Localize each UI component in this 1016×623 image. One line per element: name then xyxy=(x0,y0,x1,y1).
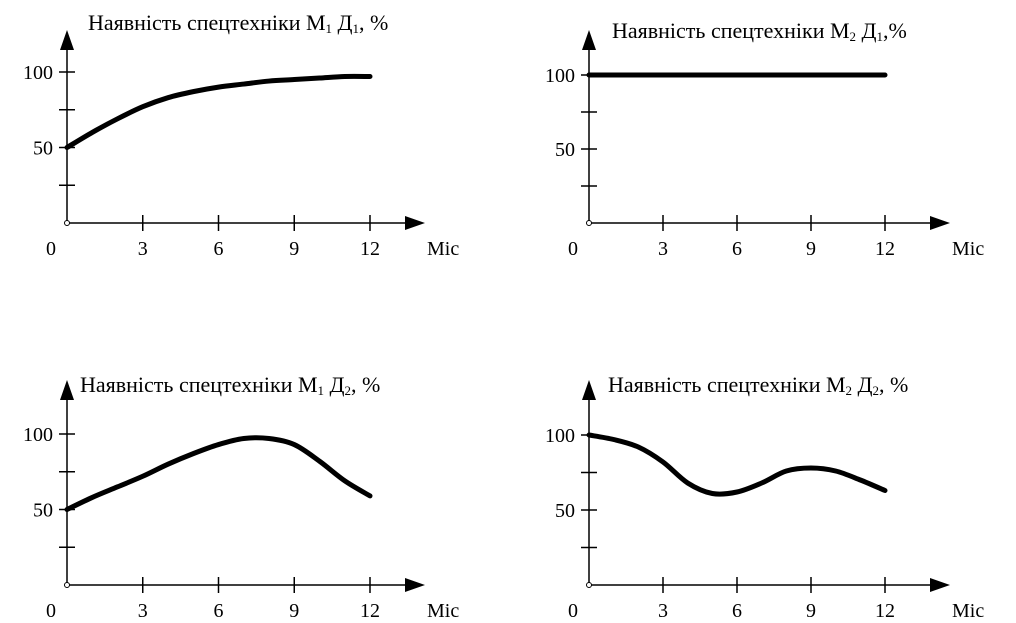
x-tick-label: 3 xyxy=(138,238,148,260)
y-tick-label: 100 xyxy=(545,425,575,447)
y-axis-arrow xyxy=(582,380,596,400)
x-tick-label: 6 xyxy=(214,600,224,622)
x-tick-label: 0 xyxy=(46,238,56,260)
title-sub1: 1 xyxy=(318,383,325,398)
x-tick-label: 6 xyxy=(732,238,742,260)
chart-title: Наявність спецтехніки М1 Д2, % xyxy=(80,372,380,400)
title-sub2: 2 xyxy=(873,383,880,398)
title-title-prefix: Наявність спецтехніки М xyxy=(88,10,326,35)
x-tick-label: 3 xyxy=(138,600,148,622)
y-axis-arrow xyxy=(582,30,596,50)
title-title-mid: Д xyxy=(858,372,873,397)
series-line-1 xyxy=(586,432,888,497)
y-axis-arrow xyxy=(60,380,74,400)
title-title-suffix: , % xyxy=(359,10,388,35)
title-title-prefix: Наявність спецтехніки М xyxy=(612,18,850,43)
title-sub1: 1 xyxy=(326,21,333,36)
title-title-prefix: Наявність спецтехніки М xyxy=(80,372,318,397)
title-title-mid: Д xyxy=(338,10,353,35)
x-axis-arrow xyxy=(930,578,950,592)
y-tick-label: 100 xyxy=(23,424,53,446)
chart-title: Наявність спецтехніки М1 Д1, % xyxy=(88,10,388,38)
title-title-prefix: Наявність спецтехніки М xyxy=(608,372,846,397)
y-tick-label: 50 xyxy=(33,500,53,522)
title-sub1: 2 xyxy=(850,29,857,44)
y-tick-label: 50 xyxy=(33,138,53,160)
x-tick-label: 12 xyxy=(875,238,895,260)
x-tick-label: 3 xyxy=(658,238,668,260)
x-axis-label: Міс xyxy=(427,238,459,260)
title-sub1: 2 xyxy=(846,383,853,398)
chart-title: Наявність спецтехніки М2 Д1,% xyxy=(612,18,907,46)
title-title-suffix: ,% xyxy=(883,18,907,43)
series-line-1 xyxy=(64,435,373,512)
title-title-suffix: , % xyxy=(879,372,908,397)
series-line-1 xyxy=(64,73,373,150)
x-axis-label: Міс xyxy=(952,600,984,622)
chart-title: Наявність спецтехніки М2 Д2, % xyxy=(608,372,908,400)
x-tick-label: 0 xyxy=(568,238,578,260)
x-tick-label: 0 xyxy=(568,600,578,622)
title-sub2: 2 xyxy=(345,383,352,398)
x-axis-label: Міс xyxy=(952,238,984,260)
x-tick-label: 12 xyxy=(360,600,380,622)
x-axis-arrow xyxy=(405,216,425,230)
x-tick-label: 9 xyxy=(289,238,299,260)
y-axis-arrow xyxy=(60,30,74,50)
x-tick-label: 6 xyxy=(732,600,742,622)
y-tick-label: 50 xyxy=(555,500,575,522)
origin-marker xyxy=(586,220,592,226)
x-tick-label: 9 xyxy=(806,238,816,260)
x-tick-label: 0 xyxy=(46,600,56,622)
x-tick-label: 12 xyxy=(360,238,380,260)
x-axis-label: Міс xyxy=(427,600,459,622)
title-sub2: 1 xyxy=(877,29,884,44)
x-axis-arrow xyxy=(930,216,950,230)
y-tick-label: 50 xyxy=(555,139,575,161)
x-tick-label: 9 xyxy=(289,600,299,622)
origin-marker xyxy=(586,582,592,588)
x-tick-label: 6 xyxy=(214,238,224,260)
origin-marker xyxy=(64,582,70,588)
origin-marker xyxy=(64,220,70,226)
x-tick-label: 3 xyxy=(658,600,668,622)
title-title-mid: Д xyxy=(862,18,877,43)
title-title-suffix: , % xyxy=(351,372,380,397)
title-sub2: 1 xyxy=(353,21,360,36)
title-title-mid: Д xyxy=(330,372,345,397)
x-axis-arrow xyxy=(405,578,425,592)
x-tick-label: 9 xyxy=(806,600,816,622)
y-tick-label: 100 xyxy=(23,62,53,84)
y-tick-label: 100 xyxy=(545,65,575,87)
x-tick-label: 12 xyxy=(875,600,895,622)
